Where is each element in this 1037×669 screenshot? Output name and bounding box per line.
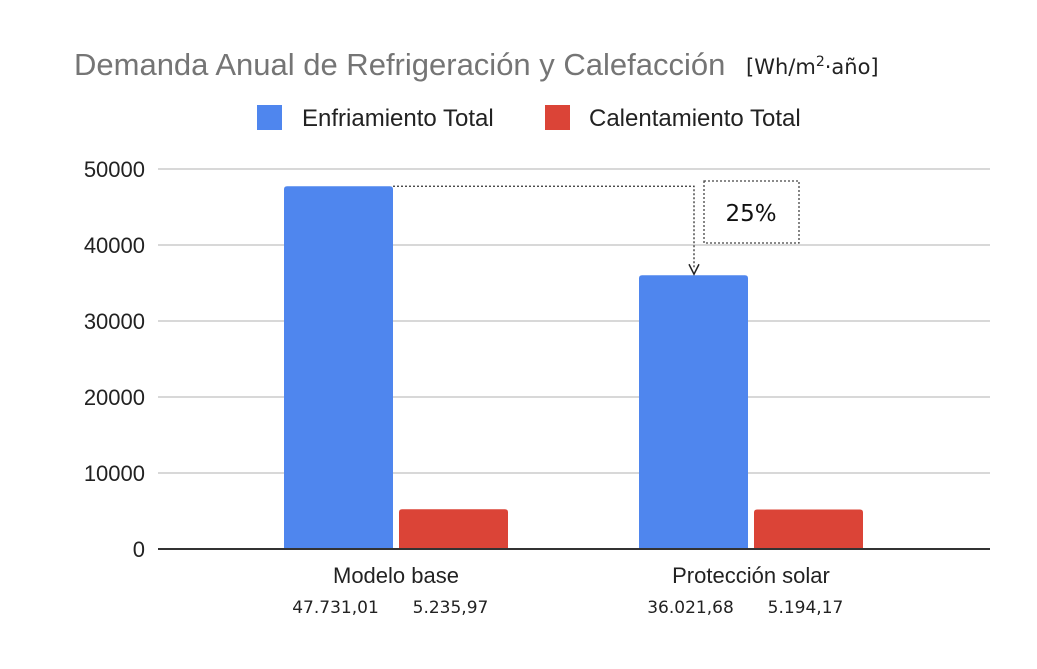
y-tick-label: 0: [133, 537, 145, 562]
y-tick-label: 20000: [84, 385, 145, 410]
unit-superscript: 2: [816, 54, 825, 70]
y-tick-label: 40000: [84, 233, 145, 258]
unit-suffix: ·año]: [825, 55, 879, 79]
bar-enfriamiento-total-1: [639, 275, 748, 549]
x-category-label: Protección solar: [672, 563, 830, 588]
x-category-label: Modelo base: [333, 563, 459, 588]
y-tick-label: 30000: [84, 309, 145, 334]
annotation-connector: [393, 185, 695, 268]
annotation-arrowhead: [688, 263, 700, 276]
value-label: 47.731,01: [292, 598, 379, 618]
bar-calentamiento-total-0: [399, 509, 508, 549]
legend-label-0: Enfriamiento Total: [302, 105, 494, 132]
value-label: 5.235,97: [413, 598, 489, 618]
legend-label-1: Calentamiento Total: [589, 105, 801, 132]
bars: [158, 186, 990, 550]
y-tick-label: 50000: [84, 157, 145, 182]
annotation: 25%: [393, 180, 800, 276]
gridlines: [158, 168, 990, 474]
y-tick-labels: 0 10000 20000 30000 40000 50000: [84, 157, 145, 562]
y-tick-label: 10000: [84, 461, 145, 486]
annotation-box: [703, 180, 800, 244]
chart-unit: [Wh/m2·año]: [746, 54, 879, 79]
value-label: 36.021,68: [647, 598, 734, 618]
x-category-labels: Modelo base Protección solar: [333, 563, 830, 588]
value-labels: 47.731,01 5.235,97 36.021,68 5.194,17: [292, 598, 843, 618]
annotation-label: 25%: [725, 201, 776, 227]
legend: Enfriamiento Total Calentamiento Total: [257, 105, 801, 132]
bar-calentamiento-total-1: [754, 509, 863, 549]
unit-prefix: [Wh/m: [746, 55, 816, 79]
value-label: 5.194,17: [768, 598, 844, 618]
chart-title: Demanda Anual de Refrigeración y Calefac…: [74, 47, 725, 82]
bar-enfriamiento-total-0: [284, 186, 393, 549]
legend-swatch-1: [545, 105, 570, 130]
legend-swatch-0: [257, 105, 282, 130]
